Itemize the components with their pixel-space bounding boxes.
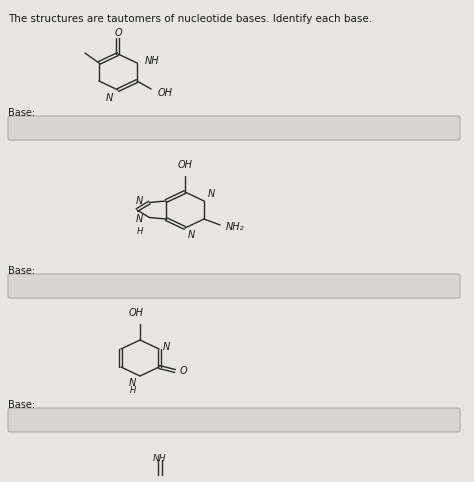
Text: OH: OH <box>128 308 144 318</box>
Text: Base:: Base: <box>8 266 35 276</box>
Text: OH: OH <box>177 160 192 170</box>
FancyBboxPatch shape <box>8 274 460 298</box>
Text: N: N <box>208 189 215 199</box>
Text: Base:: Base: <box>8 400 35 410</box>
Text: N: N <box>163 342 170 352</box>
Text: NH: NH <box>145 56 160 66</box>
Text: H: H <box>130 386 136 395</box>
FancyBboxPatch shape <box>8 408 460 432</box>
Text: Base:: Base: <box>8 108 35 118</box>
Text: N: N <box>136 214 144 225</box>
Text: O: O <box>180 366 188 376</box>
Text: OH: OH <box>158 88 173 98</box>
Text: NH: NH <box>153 454 167 463</box>
Text: H: H <box>137 228 144 237</box>
Text: O: O <box>114 28 122 38</box>
Text: N: N <box>188 230 195 240</box>
Text: NH₂: NH₂ <box>226 222 245 232</box>
FancyBboxPatch shape <box>8 116 460 140</box>
Text: N: N <box>129 378 136 388</box>
Text: The structures are tautomers of nucleotide bases. Identify each base.: The structures are tautomers of nucleoti… <box>8 14 372 24</box>
Text: N: N <box>136 196 144 205</box>
Text: N: N <box>106 93 113 103</box>
